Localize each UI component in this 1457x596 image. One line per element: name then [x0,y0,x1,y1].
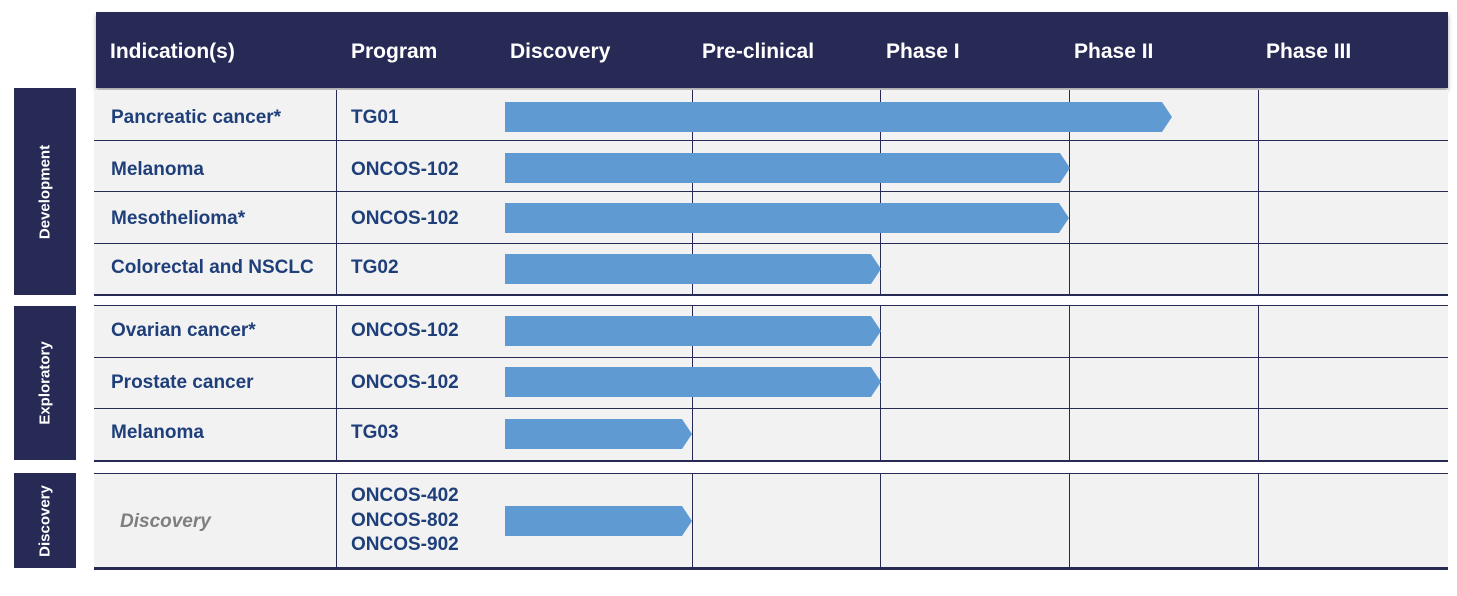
col-divider [336,306,337,460]
program-tg02: TG02 [351,257,399,278]
program-oncos-902: ONCOS-902 [351,534,459,555]
progress-arrow-discovery [505,506,692,536]
col-divider [1069,90,1070,294]
col-divider [880,474,881,567]
indication-melanoma: Melanoma [111,422,204,443]
group-top-border [94,305,1448,306]
section-development-label: Development [36,144,54,239]
group-top-border [94,473,1448,474]
header-phase-1: Phase I [886,40,960,63]
header-indications: Indication(s) [110,40,235,63]
group-bottom-border [94,460,1448,462]
section-development: Development [14,88,76,295]
header-discovery: Discovery [510,40,611,63]
section-discovery: Discovery [14,473,76,568]
header-phase-2: Phase II [1074,40,1154,63]
indication-melanoma: Melanoma [111,159,204,180]
discovery-group [94,474,1448,567]
header-program: Program [351,40,438,63]
col-divider [1258,90,1259,294]
indication-discovery: Discovery [120,511,211,532]
row-divider [94,408,1448,409]
progress-arrow-prostate [505,367,881,397]
row-divider [94,191,1448,192]
indication-mesothelioma: Mesothelioma* [111,208,246,229]
indication-prostate-cancer: Prostate cancer [111,372,254,393]
program-oncos-102: ONCOS-102 [351,208,459,229]
section-exploratory: Exploratory [14,306,76,460]
progress-arrow-melanoma [505,153,1070,183]
program-oncos-102: ONCOS-102 [351,372,459,393]
row-divider [94,140,1448,141]
col-divider [336,474,337,567]
col-divider [1069,306,1070,460]
row-divider [94,243,1448,244]
program-stack: ONCOS-402 ONCOS-802 ONCOS-902 [351,484,459,558]
section-discovery-label: Discovery [36,484,54,557]
col-divider [880,90,881,294]
col-divider [1069,474,1070,567]
header-phase-3: Phase III [1266,40,1352,63]
section-exploratory-label: Exploratory [36,341,54,425]
progress-arrow-mesothelioma [505,203,1069,233]
indication-ovarian-cancer: Ovarian cancer* [111,320,256,341]
row-divider [94,357,1448,358]
program-oncos-102: ONCOS-102 [351,159,459,180]
progress-arrow-ovarian [505,316,881,346]
group-bottom-border [94,567,1448,570]
indication-pancreatic-cancer: Pancreatic cancer* [111,107,282,128]
pipeline-header: Indication(s) Program Discovery Pre-clin… [96,12,1448,88]
program-oncos-102: ONCOS-102 [351,320,459,341]
program-tg01: TG01 [351,107,399,128]
col-divider [336,90,337,294]
progress-arrow-tg03 [505,419,692,449]
program-tg03: TG03 [351,422,399,443]
program-oncos-402: ONCOS-402 [351,485,459,506]
program-oncos-802: ONCOS-802 [351,509,459,531]
col-divider [692,474,693,567]
col-divider [1258,474,1259,567]
indication-colorectal-nsclc: Colorectal and NSCLC [111,257,314,278]
col-divider [1258,306,1259,460]
header-preclinical: Pre-clinical [702,40,815,63]
group-bottom-border [94,294,1448,296]
col-divider [880,306,881,460]
progress-arrow-tg02 [505,254,881,284]
progress-arrow-tg01 [505,102,1172,132]
col-divider [692,90,693,294]
